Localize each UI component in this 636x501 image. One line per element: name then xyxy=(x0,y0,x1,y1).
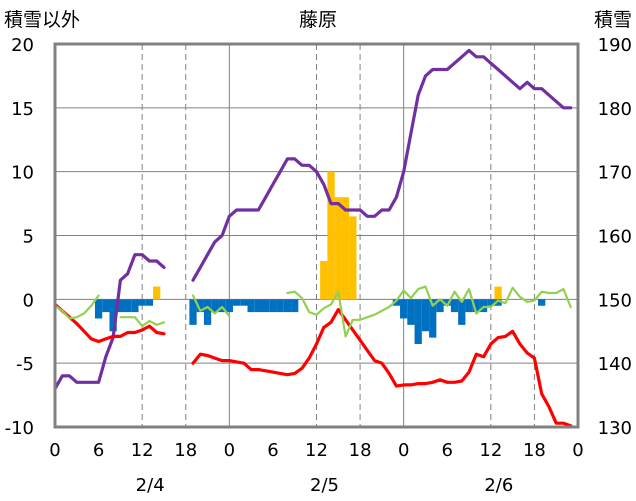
x-tick-label: 6 xyxy=(442,440,453,461)
deficit-bar xyxy=(458,299,466,325)
deficit-bar xyxy=(116,299,125,313)
deficit-bar xyxy=(196,299,204,313)
deficit-bar xyxy=(211,299,219,313)
precip-bar xyxy=(320,261,328,300)
deficit-bar xyxy=(138,299,146,306)
left-tick-label: 5 xyxy=(23,227,34,248)
deficit-bar xyxy=(203,299,212,325)
date-label: 2/6 xyxy=(484,475,513,496)
deficit-bar xyxy=(400,299,408,319)
left-tick-label: -10 xyxy=(5,418,34,439)
deficit-bar xyxy=(494,299,502,306)
wind-line xyxy=(53,285,572,338)
deficit-bar xyxy=(472,299,480,313)
deficit-bar xyxy=(291,299,299,313)
left-tick-label: 15 xyxy=(11,99,34,120)
precip-bar xyxy=(341,197,350,300)
x-tick-label: 0 xyxy=(49,440,60,461)
deficit-bar xyxy=(479,299,488,313)
x-tick-label: 12 xyxy=(131,440,154,461)
x-tick-label: 0 xyxy=(224,440,235,461)
deficit-bar xyxy=(254,299,263,313)
deficit-bar xyxy=(145,299,154,306)
precip-bar xyxy=(153,286,161,300)
x-tick-label: 0 xyxy=(398,440,409,461)
deficit-bar xyxy=(94,299,103,319)
right-tick-label: 170 xyxy=(598,163,632,184)
line-series xyxy=(53,48,573,428)
precip-bar xyxy=(349,216,357,300)
x-tick-label: 18 xyxy=(174,440,197,461)
bar-series xyxy=(94,171,546,345)
left-axis-label: 積雪以外 xyxy=(4,9,80,31)
right-tick-label: 160 xyxy=(598,227,632,248)
plot-frame xyxy=(53,42,580,429)
deficit-bar xyxy=(465,299,473,313)
deficit-bar xyxy=(232,299,241,306)
deficit-bar xyxy=(218,299,226,313)
right-tick-label: 190 xyxy=(598,35,632,56)
x-tick-label: 0 xyxy=(572,440,583,461)
left-tick-label: 0 xyxy=(23,290,34,311)
deficit-bar xyxy=(124,299,132,313)
deficit-bar xyxy=(109,299,117,332)
deficit-bar xyxy=(262,299,270,313)
right-axis-label: 積雪 xyxy=(594,9,632,31)
precip-bar xyxy=(327,171,335,300)
right-tick-label: 140 xyxy=(598,354,632,375)
x-tick-label: 18 xyxy=(523,440,546,461)
left-tick-label: 20 xyxy=(11,35,34,56)
right-tick-label: 180 xyxy=(598,99,632,120)
deficit-bar xyxy=(269,299,277,313)
deficit-bar xyxy=(407,299,415,325)
deficit-bar xyxy=(487,299,495,306)
date-label: 2/4 xyxy=(136,475,165,496)
x-tick-label: 12 xyxy=(479,440,502,461)
precip-bar xyxy=(494,286,502,300)
right-tick-label: 130 xyxy=(598,418,632,439)
x-tick-label: 6 xyxy=(267,440,278,461)
deficit-bar xyxy=(538,299,546,306)
left-tick-label: -5 xyxy=(16,354,34,375)
deficit-bar xyxy=(443,299,451,306)
date-label: 2/5 xyxy=(310,475,339,496)
deficit-bar xyxy=(392,299,401,306)
grid-lines xyxy=(55,44,578,427)
precip-bar xyxy=(334,197,342,300)
deficit-bar xyxy=(247,299,255,313)
deficit-bar xyxy=(225,299,233,313)
x-tick-label: 6 xyxy=(93,440,104,461)
temperature-line xyxy=(53,302,573,428)
x-tick-label: 12 xyxy=(305,440,328,461)
deficit-bar xyxy=(276,299,284,313)
deficit-bar xyxy=(414,299,422,345)
deficit-bar xyxy=(131,299,139,313)
left-tick-label: 10 xyxy=(11,163,34,184)
deficit-bar xyxy=(429,299,437,338)
right-tick-label: 150 xyxy=(598,290,632,311)
deficit-bar xyxy=(240,299,248,306)
chart-title: 藤原 xyxy=(299,9,337,31)
snow_depth-line xyxy=(53,48,573,391)
deficit-bar xyxy=(189,299,197,325)
deficit-bar xyxy=(283,299,292,313)
deficit-bar xyxy=(102,299,110,313)
x-tick-label: 18 xyxy=(349,440,372,461)
deficit-bar xyxy=(421,299,430,332)
deficit-bar xyxy=(450,299,459,313)
deficit-bar xyxy=(436,299,444,313)
